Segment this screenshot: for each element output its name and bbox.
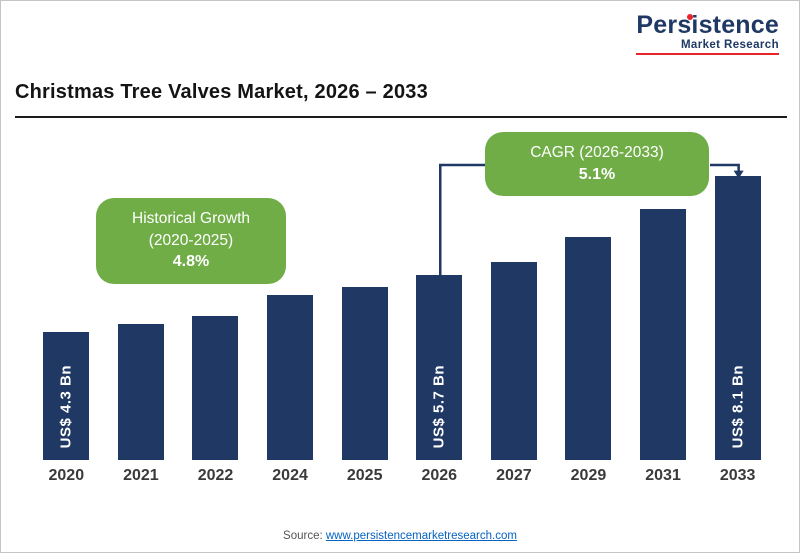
x-tick-label-2026: 2026 [421,467,458,484]
x-tick-label-2024: 2024 [272,467,308,484]
historical-growth-value: 4.8% [172,253,210,271]
bar-chart: US$ 4.3 Bn 2020 2021 2022 2024 2025 US$ 5.7 Bn… [29,136,775,492]
source-footer: Source: www.persistencemarketresearch.co… [1,530,799,542]
bar-2033: US$ 8.1 Bn [714,175,761,460]
x-tick-label-2031: 2031 [645,467,681,484]
bar-2022 [192,315,239,460]
logo: Persistence Market Research [636,13,779,55]
source-label: Source: [283,530,326,542]
bar-slot-2031: 2031 [626,136,701,492]
bar-2020: US$ 4.3 Bn [43,332,90,460]
bar-slot-2024: 2024 [253,136,328,492]
cagr-label: CAGR (2026-2033) [530,144,664,161]
historical-growth-callout: Historical Growth (2020-2025) 4.8% [96,198,286,284]
bar-2024 [267,295,314,460]
logo-subtitle: Market Research [680,39,779,51]
title-block: Christmas Tree Valves Market, 2026 – 203… [15,81,787,118]
x-tick-label-2025: 2025 [346,467,383,484]
source-link[interactable]: www.persistencemarketresearch.com [325,530,517,542]
bar-slot-2021: 2021 [104,136,179,492]
x-tick-label-2029: 2029 [570,467,607,484]
bar-2025 [341,286,388,460]
bar-2021 [117,324,164,460]
x-tick-label-2020: 2020 [48,467,85,484]
historical-growth-label: Historical Growth [132,210,250,227]
bar-slot-2026: US$ 5.7 Bn 2026 [402,136,477,492]
bar-value-label-2033: US$ 8.1 Bn [729,364,747,448]
logo-red-dot-icon [687,14,694,20]
cagr-callout: CAGR (2026-2033) 5.1% [485,132,709,197]
x-tick-label-2022: 2022 [197,467,234,484]
bar-slot-2033: US$ 8.1 Bn 2033 [700,136,775,492]
bar-slot-2020: US$ 4.3 Bn 2020 [29,136,104,492]
bar-2026: US$ 5.7 Bn [416,274,463,460]
bar-slot-2029: 2029 [551,136,626,492]
x-tick-label-2033: 2033 [719,467,756,484]
page-title: Christmas Tree Valves Market, 2026 – 203… [15,81,428,103]
bar-slot-2025: 2025 [327,136,402,492]
bar-slot-2027: 2027 [477,136,552,492]
cagr-value: 5.1% [578,165,616,183]
historical-growth-period: (2020-2025) [148,231,234,249]
x-tick-label-2021: 2021 [123,467,159,484]
logo-red-rule [636,53,779,55]
bar-2029 [565,237,612,460]
bar-value-label-2020: US$ 4.3 Bn [57,364,75,448]
x-tick-label-2027: 2027 [496,467,532,484]
bar-2031 [640,208,687,460]
bar-value-label-2026: US$ 5.7 Bn [430,364,448,448]
bar-slot-2022: 2022 [178,136,253,492]
bar-2027 [490,262,537,460]
logo-name: Persistence [636,11,779,39]
